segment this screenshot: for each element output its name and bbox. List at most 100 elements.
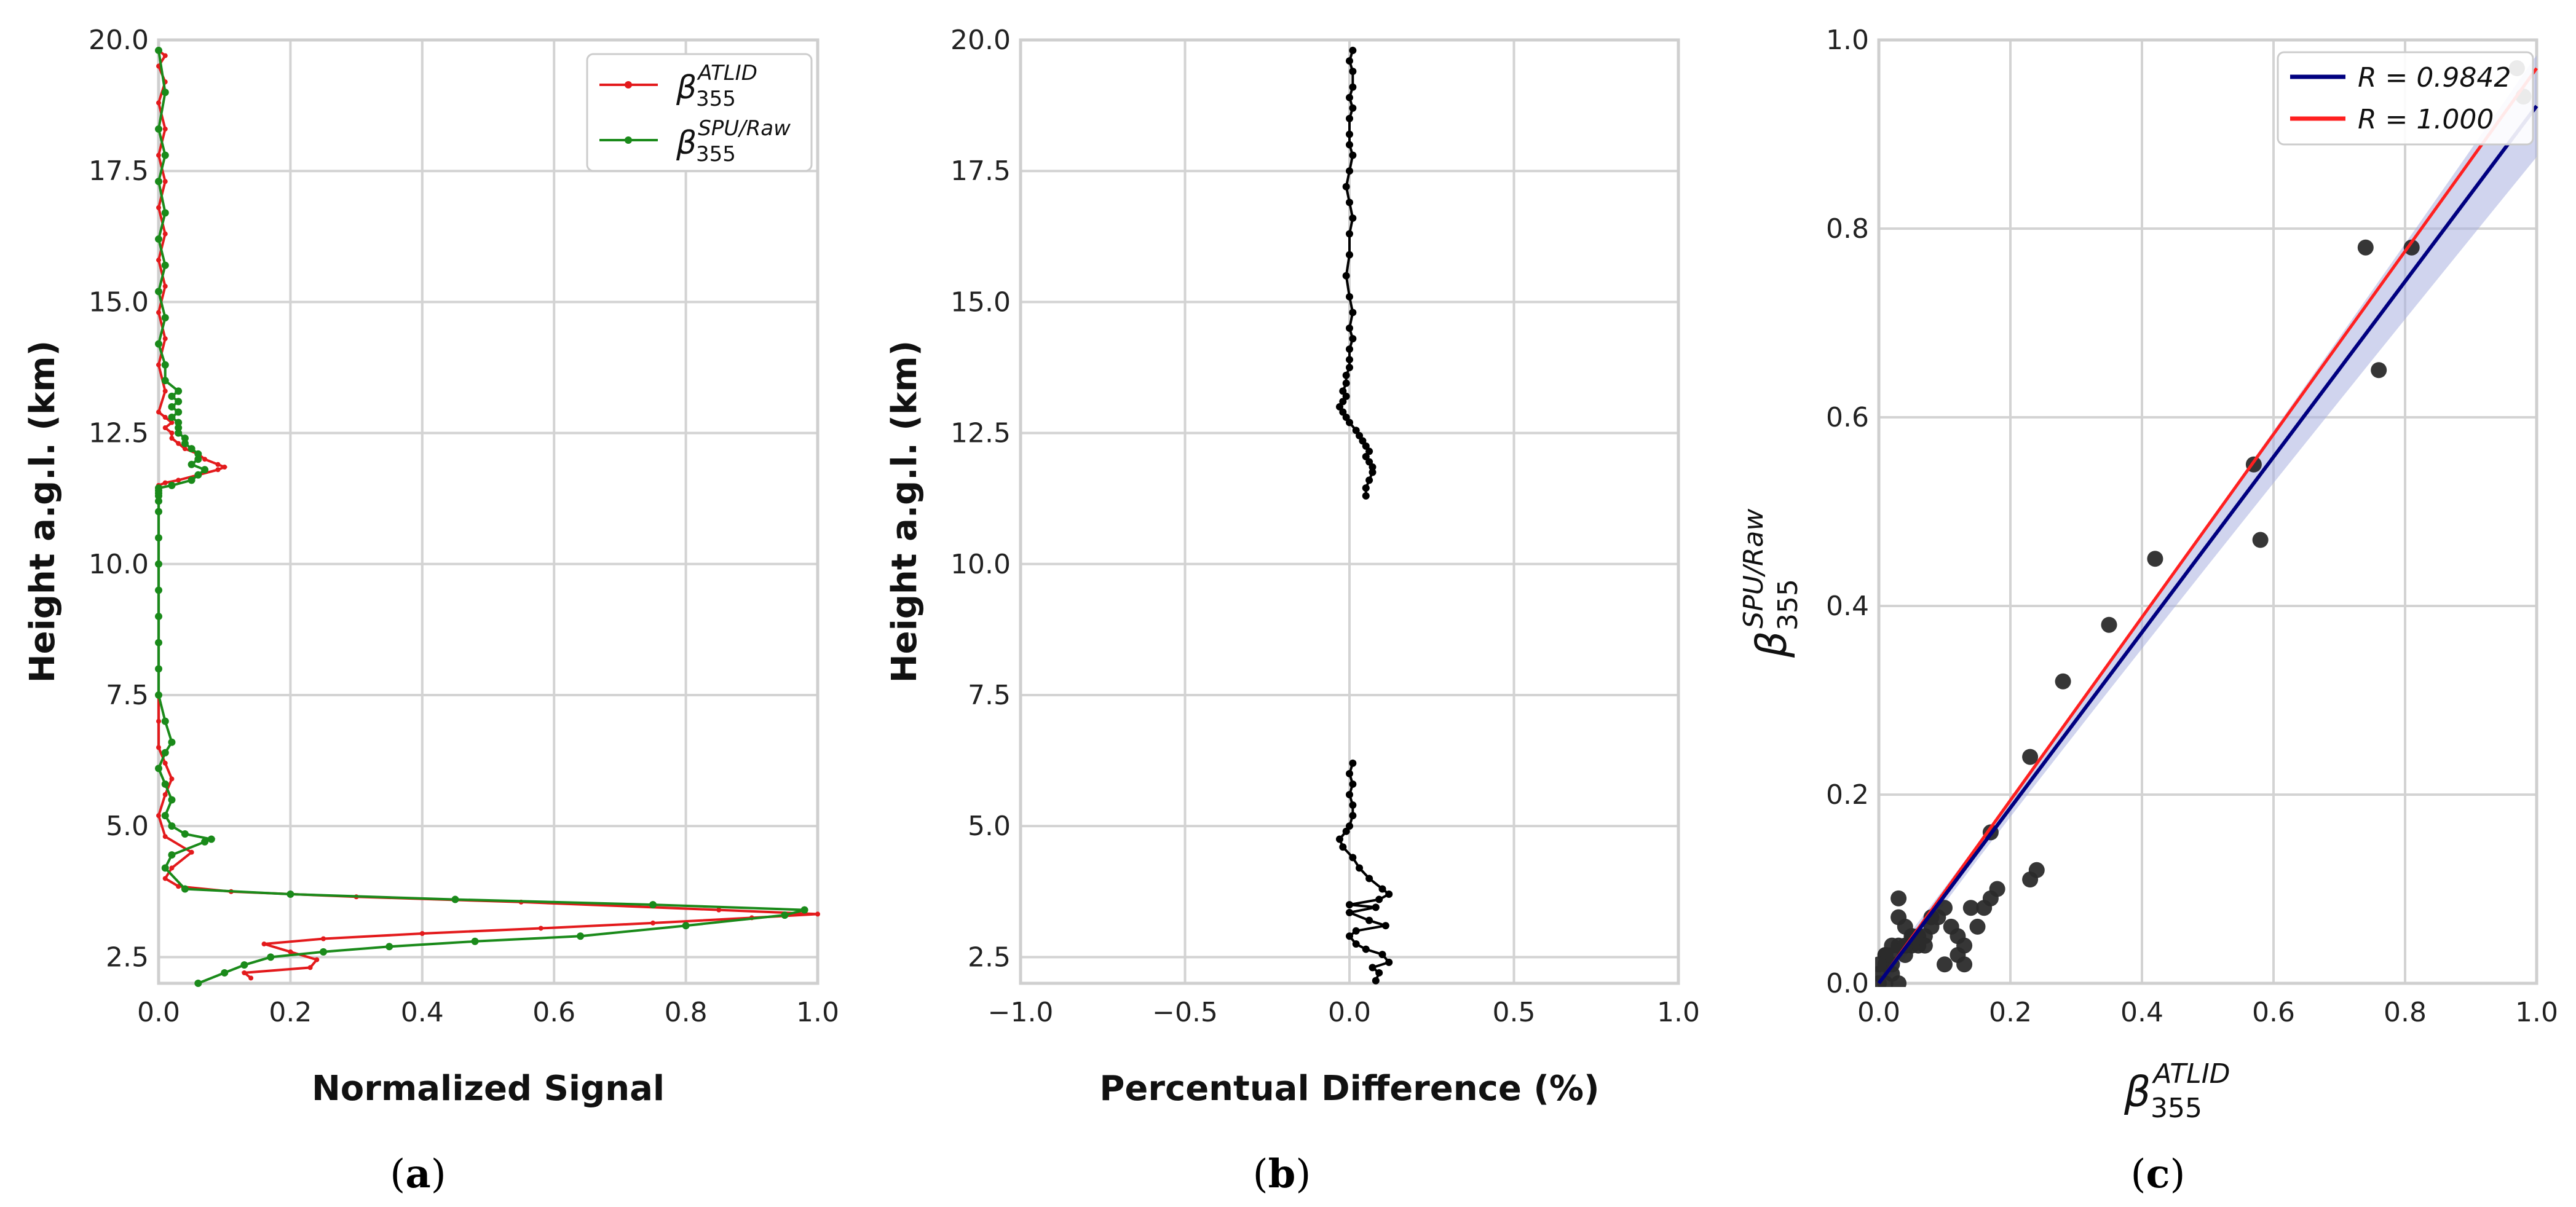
- series-spu-point: [161, 151, 169, 159]
- series-diff2-point: [1362, 492, 1370, 500]
- series-atlid-point: [156, 205, 161, 210]
- series-spu-point: [161, 864, 169, 872]
- series-diff-point: [1346, 791, 1353, 798]
- scatter-point: [2403, 239, 2420, 256]
- series-diff2-point: [1346, 57, 1353, 65]
- series-spu-point: [155, 508, 162, 516]
- series-spu-point: [161, 780, 169, 788]
- series-atlid-point: [162, 876, 168, 881]
- series-spu-point: [155, 665, 162, 673]
- series-spu-point: [194, 455, 202, 463]
- series-diff-point: [1346, 822, 1353, 830]
- scatter-point: [2371, 362, 2387, 379]
- series-diff2-point: [1335, 403, 1343, 411]
- series-spu-point: [155, 497, 162, 505]
- series-diff2-point: [1362, 452, 1370, 460]
- panel-c: 0.0 0.2 0.4 0.6 0.8 1.0 0.0 0.2 0.4 0.6 0.8 1.0 βATL…: [1738, 25, 2558, 1124]
- series-spu-point: [175, 429, 183, 437]
- series-spu-point: [181, 830, 189, 838]
- series-atlid-point: [156, 258, 161, 263]
- series-spu-point: [451, 895, 459, 903]
- scatter-point: [1891, 975, 1907, 987]
- x-tick-label: 0.0: [137, 997, 180, 1028]
- series-spu-point: [194, 471, 202, 479]
- series-atlid-point: [176, 478, 181, 483]
- series-diff-point: [1342, 827, 1350, 835]
- series-spu-point: [194, 450, 202, 458]
- scatter-point: [1976, 900, 1993, 916]
- series-diff2-point: [1349, 47, 1357, 55]
- series-atlid-point: [650, 920, 655, 926]
- series-diff2-point: [1349, 151, 1357, 159]
- series-diff2-point: [1339, 398, 1347, 406]
- series-spu-point: [161, 313, 169, 321]
- scatter-point: [2022, 871, 2039, 888]
- series-atlid-point: [156, 362, 161, 368]
- series-atlid-point: [215, 462, 221, 467]
- series-atlid-point: [169, 776, 175, 782]
- series-diff-point: [1372, 977, 1380, 985]
- series-spu-point: [168, 403, 176, 411]
- series-atlid-point: [162, 53, 168, 58]
- series-diff-point: [1349, 854, 1357, 862]
- series-atlid-point: [182, 446, 188, 452]
- series-spu-point: [155, 586, 162, 594]
- series-spu-point: [188, 445, 196, 453]
- y-tick-label: 7.5: [106, 680, 149, 711]
- series-spu-point: [649, 901, 657, 909]
- series-diff2-point: [1362, 442, 1370, 450]
- series-spu-point: [194, 980, 202, 987]
- series-diff-point: [1372, 903, 1380, 911]
- series-spu-point: [320, 948, 327, 956]
- legend-spu-marker: [625, 136, 632, 144]
- y-axis-label-group: βSPU/Raw 355: [1738, 508, 1804, 658]
- y-tick-label: 17.5: [89, 155, 149, 187]
- series-spu-point: [155, 178, 162, 186]
- series-atlid-point: [156, 718, 161, 724]
- scatter-point: [2055, 673, 2071, 690]
- series-diff2-point: [1362, 484, 1370, 492]
- series-spu-point: [168, 392, 176, 400]
- series-spu-point: [155, 613, 162, 621]
- series-diff2-point: [1339, 387, 1347, 395]
- y-axis-label: Height a.g.l. (km): [23, 340, 63, 683]
- series-spu-point: [577, 932, 585, 940]
- series-spu-point: [155, 288, 162, 296]
- series-diff2-point: [1346, 93, 1353, 101]
- series-diff-point: [1352, 927, 1360, 935]
- series-diff-point: [1375, 969, 1383, 977]
- series-spu-point: [161, 261, 169, 269]
- series-atlid-point: [162, 126, 168, 132]
- series-diff2-point: [1365, 447, 1373, 455]
- series-atlid-point: [176, 441, 181, 446]
- y-tick-label: 5.0: [968, 811, 1011, 842]
- scatter-point: [1891, 909, 1907, 926]
- series-diff2-point: [1339, 408, 1347, 416]
- series-spu-point: [155, 484, 162, 492]
- series-atlid-point: [222, 465, 227, 470]
- series-spu-point: [155, 534, 162, 542]
- y-tick-label: 0.6: [1826, 402, 1869, 433]
- series-atlid-point: [156, 152, 161, 158]
- series-diff2-point: [1346, 167, 1353, 175]
- y-tick-label: 2.5: [106, 942, 149, 973]
- series-diff2-point: [1349, 68, 1357, 76]
- series-spu-point: [201, 466, 209, 474]
- y-tick-label: 1.0: [1826, 25, 1869, 56]
- series-atlid-point: [162, 834, 168, 839]
- series-diff2-point: [1349, 309, 1357, 316]
- series-diff-point: [1365, 916, 1373, 924]
- series-diff-point: [1335, 835, 1343, 843]
- x-axis-label: Normalized Signal: [312, 1069, 665, 1109]
- series-diff2-point: [1346, 419, 1353, 427]
- series-atlid-point: [156, 100, 161, 106]
- x-tick-label: 0.6: [2252, 997, 2295, 1028]
- series-spu-point: [155, 691, 162, 699]
- series-diff2-point: [1346, 293, 1353, 301]
- series-atlid-point: [162, 388, 168, 394]
- series-spu-point: [155, 560, 162, 568]
- series-spu-point: [168, 738, 176, 746]
- series-atlid-point: [169, 865, 175, 871]
- series-diff2-point: [1346, 363, 1353, 371]
- series-atlid-point: [419, 930, 425, 936]
